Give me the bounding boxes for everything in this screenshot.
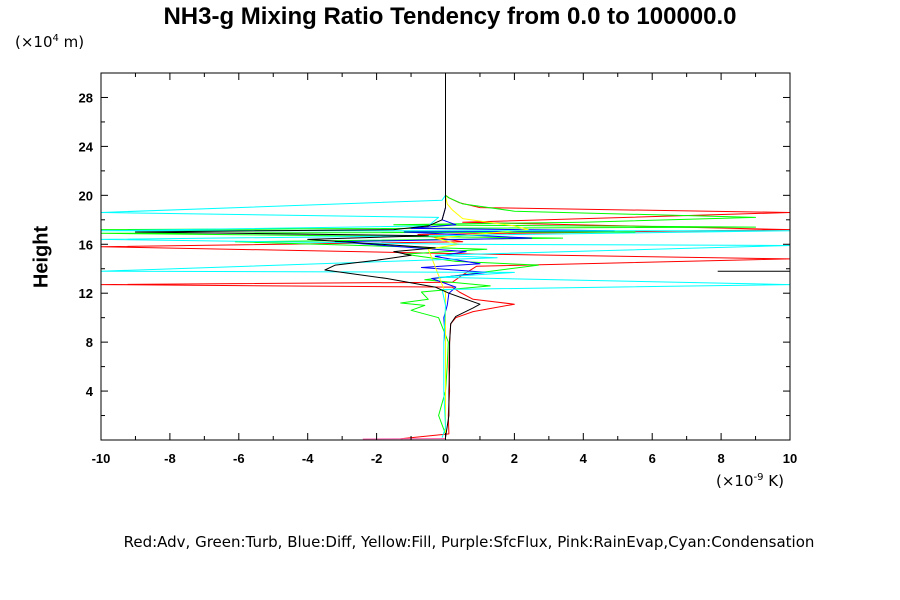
series-line-rainevap [362, 438, 446, 440]
x-tick-label: -8 [164, 451, 176, 466]
series-line-fill [427, 73, 529, 440]
x-tick-label: -6 [233, 451, 245, 466]
x-tick-label: -2 [371, 451, 383, 466]
y-axis-unit: (×104 m) [15, 33, 84, 51]
x-tick-label: 6 [649, 451, 656, 466]
x-tick-label: -10 [92, 451, 111, 466]
x-tick-label: 10 [783, 451, 797, 466]
x-axis-unit: (×10-9 K) [716, 472, 784, 490]
x-tick-label: 2 [511, 451, 518, 466]
series-line-condensation [101, 73, 790, 438]
x-tick-label: 4 [580, 451, 588, 466]
y-tick-label: 20 [79, 188, 93, 203]
legend-text: Red:Adv, Green:Turb, Blue:Diff, Yellow:F… [123, 533, 815, 551]
y-tick-label: 24 [79, 139, 94, 154]
x-unit-suffix: K) [763, 472, 784, 490]
x-tick-label: -4 [302, 451, 314, 466]
y-axis-label: Height [30, 225, 53, 289]
series-line-total [134, 73, 481, 438]
y-tick-label: 12 [79, 286, 93, 301]
x-tick-label: 8 [717, 451, 724, 466]
y-unit-suffix: m) [58, 33, 85, 51]
y-tick-label: 4 [86, 384, 94, 399]
y-unit-exponent: 4 [52, 33, 59, 44]
x-unit-prefix: (×10 [716, 472, 754, 490]
chart-title: NH3-g Mixing Ratio Tendency from 0.0 to … [163, 3, 737, 30]
plot-series [101, 73, 790, 440]
y-tick-label: 28 [79, 90, 93, 105]
x-unit-exponent: -9 [753, 472, 764, 483]
y-tick-label: 16 [79, 237, 93, 252]
plot-ticks [100, 73, 791, 440]
y-tick-label: 8 [86, 335, 93, 350]
x-tick-label: 0 [442, 451, 449, 466]
y-unit-prefix: (×10 [15, 33, 53, 51]
